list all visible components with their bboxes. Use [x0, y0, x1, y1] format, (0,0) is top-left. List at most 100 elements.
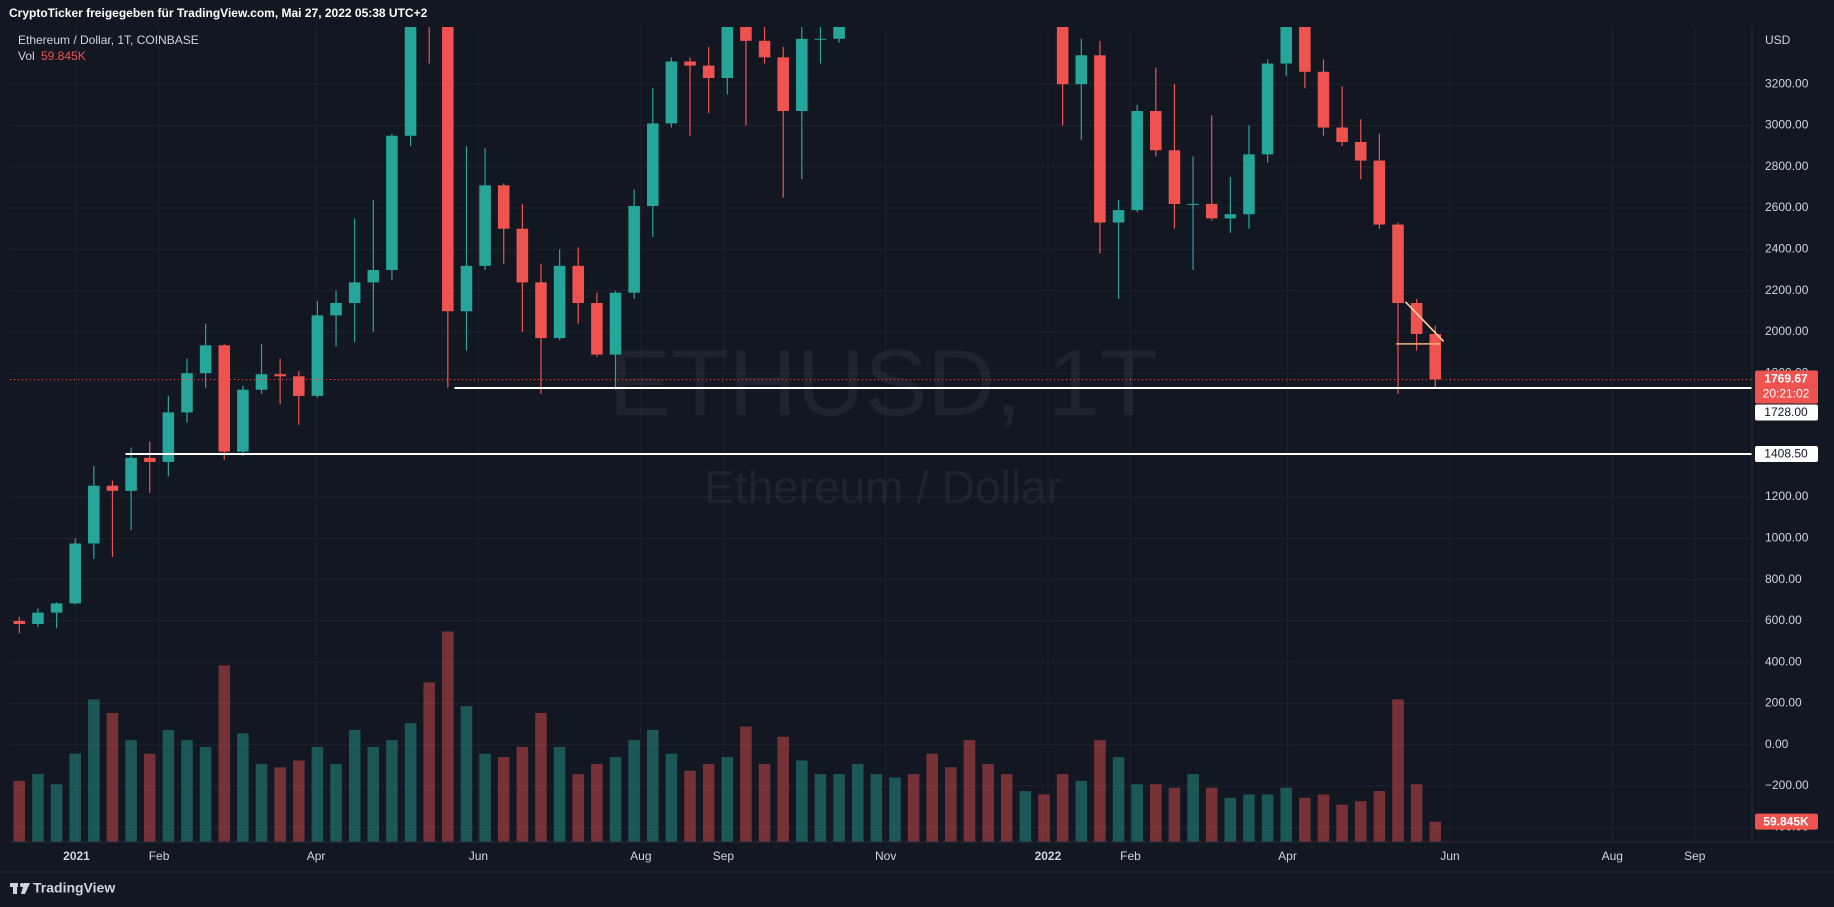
candle-body [796, 38, 808, 112]
candle-body [721, 27, 734, 78]
y-tick-label: 1200.00 [1765, 489, 1809, 503]
volume-bar [1205, 787, 1218, 842]
share-header: CryptoTicker freigegeben für TradingView… [9, 6, 428, 20]
candle-body [143, 457, 156, 462]
candle-body [1131, 111, 1143, 211]
volume-bar [497, 757, 510, 842]
y-tick-label: 400.00 [1765, 654, 1802, 668]
candle-body [32, 612, 44, 625]
volume-bar [199, 746, 212, 842]
volume-bar [143, 753, 156, 842]
candle-body [814, 38, 827, 40]
candle-body [218, 345, 231, 452]
candle-body [88, 485, 100, 544]
volume-bar [1299, 797, 1311, 842]
candle-body [181, 373, 193, 413]
candle-body [1094, 55, 1106, 223]
volume-bar [646, 729, 659, 842]
candle-body [311, 315, 324, 396]
volume-label-box [1755, 813, 1818, 830]
candle-body [1336, 127, 1348, 142]
volume-bar [125, 740, 137, 842]
y-tick-label: 2800.00 [1765, 159, 1809, 173]
volume-bar [1131, 784, 1143, 842]
candle-body [1075, 55, 1088, 85]
candle-body [1280, 27, 1293, 64]
volume-bar [13, 780, 26, 842]
volume-bar [907, 774, 920, 842]
volume-bar [442, 631, 454, 842]
volume-bar [1056, 774, 1069, 842]
volume-bar [50, 784, 63, 842]
y-tick-label: 2600.00 [1765, 200, 1809, 214]
volume-bar [1410, 784, 1423, 842]
y-tick-label: −200.00 [1765, 778, 1809, 792]
candle-body [479, 185, 491, 266]
x-tick-label: Feb [149, 849, 170, 863]
volume-legend: Vol [18, 49, 35, 63]
y-tick-label: 0.00 [1765, 737, 1789, 751]
volume-bar [367, 746, 380, 842]
y-tick-label: 3000.00 [1765, 118, 1809, 132]
volume-bar [1280, 787, 1293, 842]
candle-body [1224, 214, 1237, 219]
candle-body [1168, 150, 1181, 204]
candle-body [69, 543, 81, 604]
volume-bar [1373, 791, 1386, 842]
candle-body [162, 412, 175, 462]
candle-body [1429, 333, 1442, 380]
candle-body [460, 265, 473, 312]
x-tick-label: Apr [307, 849, 326, 863]
candle-body [758, 40, 771, 58]
volume-bar [274, 767, 286, 842]
volume-bar [1187, 774, 1199, 842]
volume-bar [404, 723, 417, 842]
candle-body [404, 27, 417, 136]
price-label-box [1755, 370, 1818, 404]
volume-bar [796, 760, 808, 842]
volume-bar [926, 753, 939, 842]
volume-legend-value: 59.845K [41, 49, 86, 63]
logo-part [13, 883, 17, 894]
candle-body [535, 282, 547, 339]
volume-bar [106, 712, 119, 842]
volume-bar [32, 774, 44, 842]
candle-body [348, 282, 361, 304]
volume-bar [628, 740, 640, 842]
candle-body [609, 292, 622, 355]
x-tick-label: Sep [713, 849, 735, 863]
volume-bar [1019, 791, 1032, 842]
logo-part [21, 883, 30, 894]
candle-body [13, 620, 26, 625]
volume-bar [535, 712, 547, 842]
y-tick-label: 2200.00 [1765, 283, 1809, 297]
y-tick-label: 3200.00 [1765, 76, 1809, 90]
volume-bar [386, 740, 398, 842]
volume-bar [1243, 794, 1255, 842]
volume-bar [255, 763, 268, 842]
volume-bar [1112, 757, 1125, 842]
volume-bar [1168, 787, 1181, 842]
volume-bar [814, 774, 827, 842]
x-tick-label: Feb [1120, 849, 1141, 863]
y-tick-label: 1000.00 [1765, 531, 1809, 545]
volume-bar [330, 763, 342, 842]
candle-body [1187, 203, 1199, 205]
price-axis [1752, 27, 1834, 842]
candle-body [274, 374, 286, 377]
volume-bar [591, 763, 603, 842]
volume-bar [1354, 801, 1367, 842]
volume-bar [88, 699, 100, 842]
trend-line [1404, 301, 1445, 342]
candle-body [255, 374, 268, 390]
x-tick-label: Nov [875, 849, 896, 863]
candle-body [646, 123, 659, 206]
grid [10, 27, 1752, 842]
volume-bar [665, 753, 678, 842]
axis-labels: 3200.00 3000.00 2800.00 2600.00 2400.00 2200.… [63, 76, 1818, 863]
volume-bar [516, 746, 529, 842]
x-tick-label: Jun [469, 849, 488, 863]
candle-body [516, 228, 529, 283]
volume-bar [870, 774, 883, 842]
volume-bar [293, 760, 305, 842]
